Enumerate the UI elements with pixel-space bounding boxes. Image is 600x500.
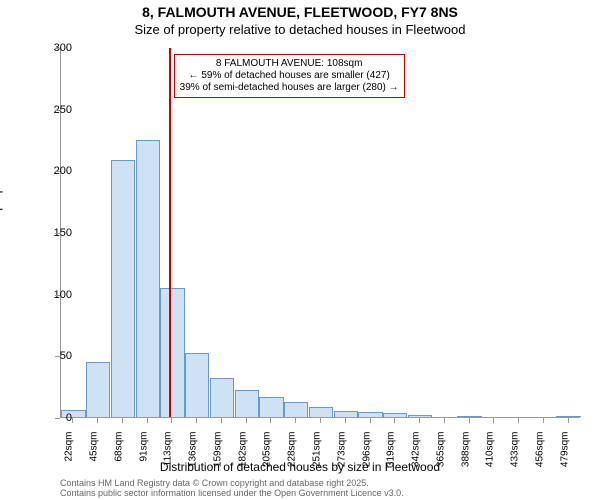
x-tick-mark [419,418,420,423]
plot-area: 8 FALMOUTH AVENUE: 108sqm← 59% of detach… [60,48,580,418]
chart-container: 8, FALMOUTH AVENUE, FLEETWOOD, FY7 8NS S… [0,0,600,500]
x-tick-label: 365sqm [435,432,446,477]
x-tick-mark [147,418,148,423]
x-tick-label: 91sqm [138,432,149,477]
x-tick-mark [97,418,98,423]
chart-subtitle: Size of property relative to detached ho… [0,22,600,37]
histogram-bar [111,160,135,417]
x-tick-label: 45sqm [89,432,100,477]
chart-title: 8, FALMOUTH AVENUE, FLEETWOOD, FY7 8NS [0,4,600,20]
histogram-bar [235,390,259,417]
histogram-bar [457,416,481,417]
x-tick-mark [444,418,445,423]
x-tick-label: 136sqm [188,432,199,477]
x-tick-mark [345,418,346,423]
x-tick-mark [122,418,123,423]
histogram-bar [259,397,283,417]
y-tick-mark [55,233,60,234]
copyright-line-1: Contains HM Land Registry data © Crown c… [60,478,369,488]
histogram-bar [61,410,85,417]
x-tick-label: 182sqm [237,432,248,477]
callout-line-2: ← 59% of detached houses are smaller (42… [180,70,399,82]
histogram-bar [556,416,580,417]
x-tick-mark [72,418,73,423]
x-tick-label: 388sqm [460,432,471,477]
x-tick-mark [469,418,470,423]
x-tick-label: 251sqm [312,432,323,477]
x-tick-mark [518,418,519,423]
x-tick-label: 113sqm [163,432,174,477]
y-tick-mark [55,295,60,296]
y-axis-label: Number of detached properties [0,157,3,322]
x-tick-mark [221,418,222,423]
x-tick-mark [568,418,569,423]
x-tick-label: 205sqm [262,432,273,477]
callout-line-3: 39% of semi-detached houses are larger (… [180,82,399,94]
copyright-line-2: Contains public sector information licen… [60,488,404,498]
x-tick-label: 68sqm [113,432,124,477]
x-tick-mark [246,418,247,423]
x-tick-label: 228sqm [287,432,298,477]
x-tick-label: 273sqm [336,432,347,477]
x-tick-label: 22sqm [64,432,75,477]
x-tick-label: 479sqm [559,432,570,477]
callout-line-1: 8 FALMOUTH AVENUE: 108sqm [180,58,399,70]
x-tick-mark [394,418,395,423]
x-tick-mark [171,418,172,423]
histogram-bar [334,411,358,417]
callout-box: 8 FALMOUTH AVENUE: 108sqm← 59% of detach… [174,54,405,98]
histogram-bar [210,378,234,417]
histogram-bar [309,407,333,417]
y-tick-label: 0 [66,412,72,424]
x-tick-mark [295,418,296,423]
histogram-bar [136,140,160,418]
x-tick-mark [270,418,271,423]
histogram-bar [185,353,209,417]
y-tick-mark [55,171,60,172]
x-tick-label: 410sqm [485,432,496,477]
y-tick-mark [55,356,60,357]
histogram-bar [160,288,184,418]
x-tick-mark [543,418,544,423]
y-tick-mark [55,48,60,49]
histogram-bar [358,412,382,417]
histogram-bar [284,402,308,417]
y-tick-mark [55,110,60,111]
histogram-bar [86,362,110,418]
x-tick-label: 319sqm [386,432,397,477]
histogram-bar [383,413,407,417]
x-tick-label: 456sqm [534,432,545,477]
reference-line [169,48,171,417]
x-tick-mark [370,418,371,423]
y-tick-label: 50 [60,350,72,362]
x-tick-mark [196,418,197,423]
x-tick-label: 433sqm [510,432,521,477]
x-tick-mark [493,418,494,423]
x-tick-label: 159sqm [212,432,223,477]
histogram-bar [408,415,432,417]
y-tick-mark [55,418,60,419]
x-tick-mark [320,418,321,423]
x-tick-label: 342sqm [411,432,422,477]
x-tick-label: 296sqm [361,432,372,477]
